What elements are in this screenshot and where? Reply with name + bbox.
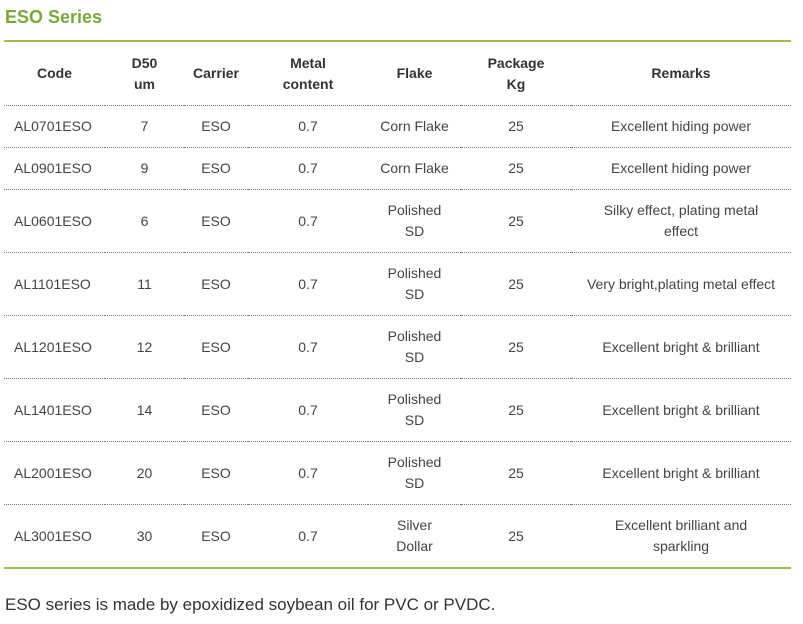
table-row: AL0601ESO 6 ESO 0.7 Polished SD 25 Silky … (4, 189, 791, 253)
cell-metal-content: 0.7 (248, 252, 368, 316)
cell-code: AL0601ESO (4, 189, 105, 253)
header-metal-content: Metal content (248, 42, 368, 106)
cell-flake: Polished SD (368, 441, 461, 505)
cell-code: AL0901ESO (4, 147, 105, 190)
cell-package: 25 (461, 105, 571, 148)
cell-metal-content: 0.7 (248, 105, 368, 148)
cell-carrier: ESO (184, 147, 248, 190)
product-table: Code D50 um Carrier Metal content Flake Pa… (4, 42, 791, 567)
cell-carrier: ESO (184, 378, 248, 442)
page-title: ESO Series (5, 7, 103, 27)
cell-code: AL0701ESO (4, 105, 105, 148)
cell-flake: Polished SD (368, 189, 461, 253)
cell-flake: Silver Dollar (396, 517, 433, 554)
header-d50: D50 um (105, 42, 184, 106)
cell-metal-content: 0.7 (248, 378, 368, 442)
table-row: AL1201ESO 12 ESO 0.7 Polished SD 25 Excel… (4, 315, 791, 379)
cell-package: 25 (461, 315, 571, 379)
cell-d50: 9 (105, 147, 184, 190)
table-row: AL0701ESO 7 ESO 0.7 Corn Flake 25 Excell… (4, 105, 791, 148)
cell-code: AL1201ESO (4, 315, 105, 379)
table-row: AL0901ESO 9 ESO 0.7 Corn Flake 25 Excell… (4, 147, 791, 190)
cell-remarks: Excellent bright & brilliant (571, 441, 791, 505)
cell-package: 25 (461, 189, 571, 253)
cell-package: 25 (461, 147, 571, 190)
cell-carrier: ESO (184, 315, 248, 379)
cell-metal-content: 0.7 (248, 147, 368, 190)
cell-remarks: Excellent brilliant and sparkling (614, 517, 748, 554)
product-table-container: Code D50 um Carrier Metal content Flake Pa… (4, 40, 791, 569)
cell-d50: 20 (105, 441, 184, 505)
cell-remarks: Excellent bright & brilliant (571, 378, 791, 442)
cell-remarks: Very bright,plating metal effect (571, 252, 791, 316)
cell-remarks: Excellent hiding power (571, 105, 791, 148)
cell-flake: Polished SD (368, 378, 461, 442)
cell-carrier: ESO (184, 189, 248, 253)
cell-remarks: Excellent bright & brilliant (571, 315, 791, 379)
cell-remarks: Excellent hiding power (571, 147, 791, 190)
cell-d50: 30 (136, 527, 153, 544)
cell-metal-content: 0.7 (248, 441, 368, 505)
cell-metal-content: 0.7 (248, 189, 368, 253)
cell-remarks: Silky effect, plating metal effect (571, 189, 791, 253)
table-header-row: Code D50 um Carrier Metal content Flake Pa… (4, 42, 791, 106)
header-code: Code (4, 42, 105, 106)
cell-code: AL1101ESO (4, 252, 105, 316)
table-row: AL2001ESO 20 ESO 0.7 Polished SD 25 Excel… (4, 441, 791, 505)
cell-flake: Corn Flake (368, 147, 461, 190)
cell-package: 25 (508, 527, 524, 544)
cell-metal-content: 0.7 (298, 527, 318, 544)
cell-carrier: ESO (184, 441, 248, 505)
table-row: AL3001ESO 30 ESO 0.7 Silver Dollar 25 Exc… (4, 505, 791, 568)
cell-d50: 12 (105, 315, 184, 379)
cell-flake: Polished SD (368, 315, 461, 379)
cell-d50: 11 (105, 252, 184, 316)
cell-d50: 14 (105, 378, 184, 442)
cell-code: AL1401ESO (4, 378, 105, 442)
cell-package: 25 (461, 441, 571, 505)
cell-metal-content: 0.7 (248, 315, 368, 379)
table-row: AL1101ESO 11 ESO 0.7 Polished SD 25 Very … (4, 252, 791, 316)
footnote: ESO series is made by epoxidized soybean… (5, 595, 496, 614)
header-remarks: Remarks (571, 42, 791, 106)
cell-carrier: ESO (184, 105, 248, 148)
header-flake: Flake (368, 42, 461, 106)
cell-carrier: ESO (184, 252, 248, 316)
cell-code: AL3001ESO (14, 527, 92, 544)
cell-package: 25 (461, 252, 571, 316)
header-package: Package Kg (461, 42, 571, 106)
table-row: AL1401ESO 14 ESO 0.7 Polished SD 25 Excel… (4, 378, 791, 442)
cell-d50: 6 (105, 189, 184, 253)
cell-carrier: ESO (201, 527, 231, 544)
cell-d50: 7 (105, 105, 184, 148)
cell-code: AL2001ESO (4, 441, 105, 505)
cell-package: 25 (461, 378, 571, 442)
cell-flake: Polished SD (368, 252, 461, 316)
cell-flake: Corn Flake (368, 105, 461, 148)
header-carrier: Carrier (184, 42, 248, 106)
